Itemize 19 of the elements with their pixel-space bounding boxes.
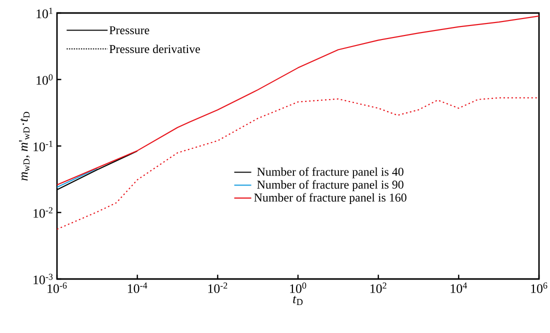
x-tick-label: 10$^{6}$: [531, 282, 548, 293]
legend-label: Number of fracture panel is 40: [257, 167, 404, 178]
y-tick-label: 10$^{0}$: [36, 74, 53, 85]
x-tick-label: 10$^{-4}$: [128, 282, 148, 293]
y-tick-label: 10$^{1}$: [36, 8, 52, 18]
y-tick-label: 10$^{-3}$: [34, 274, 53, 284]
annotation: Pressure derivative: [109, 44, 200, 54]
y-tick-label: 10$^{-2}$: [34, 207, 52, 218]
x-tick-label: 10$^{0}$: [290, 282, 306, 294]
x-tick-label: 10$^{4}$: [450, 282, 468, 293]
text: m$_{wD}$, m'$_{wD}$·t$_{D}$: [19, 112, 30, 180]
x-tick-label: 10$^{-2}$: [208, 282, 228, 293]
legend-label: Number of fracture panel is 160: [254, 193, 406, 204]
annotation: Pressure: [109, 26, 150, 34]
x-tick-label: 10$^{-6}$: [48, 282, 67, 293]
legend-label: Number of fracture panel is 90: [257, 180, 404, 192]
x-tick-label: 10$^{2}$: [370, 282, 386, 293]
y-tick-label: 10$^{-1}$: [34, 140, 52, 152]
x-axis-title: t$_{D}$: [293, 296, 303, 305]
